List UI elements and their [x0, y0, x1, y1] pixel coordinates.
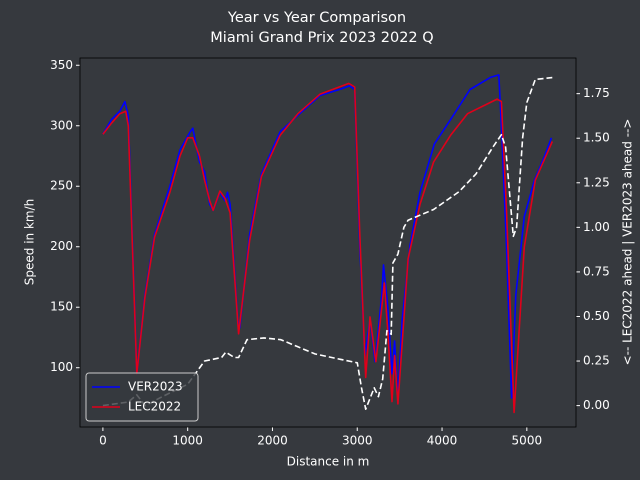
x-tick-label: 5000 — [512, 434, 543, 448]
y-tick-label: 150 — [50, 300, 73, 314]
x-tick-label: 4000 — [427, 434, 458, 448]
legend: VER2023 LEC2022 — [85, 372, 199, 422]
chart-title: Year vs Year Comparison — [227, 10, 406, 26]
y2-tick-label: 0.00 — [583, 398, 610, 412]
speed-line — [102, 74, 553, 399]
y-tick-label: 200 — [50, 239, 73, 253]
x-tick-label: 1000 — [172, 434, 203, 448]
y-axis-label: Speed in km/h — [23, 199, 37, 285]
legend-label: VER2023 — [128, 380, 183, 394]
y-tick-label: 350 — [50, 58, 73, 72]
legend-label: LEC2022 — [128, 400, 181, 414]
y2-axis-label: <-- LEC2022 ahead | VER2023 ahead --> — [621, 119, 635, 366]
y-tick-label: 300 — [50, 118, 73, 132]
x-tick-label: 0 — [99, 434, 107, 448]
y-tick-label: 250 — [50, 179, 73, 193]
chart-subtitle: Miami Grand Prix 2023 2022 Q — [210, 30, 433, 46]
x-tick-label: 2000 — [257, 434, 288, 448]
legend-box — [85, 372, 199, 422]
y2-tick-label: 1.50 — [583, 131, 610, 145]
y2-tick-label: 0.50 — [583, 309, 610, 323]
y-tick-label: 100 — [50, 360, 73, 374]
x-tick-label: 3000 — [342, 434, 373, 448]
y2-tick-label: 1.25 — [583, 175, 610, 189]
y2-tick-label: 0.25 — [583, 354, 610, 368]
y2-tick-label: 1.00 — [583, 220, 610, 234]
plot-frame — [79, 57, 577, 428]
delta-line — [102, 76, 553, 411]
y2-tick-label: 1.75 — [583, 86, 610, 100]
speed-line — [102, 82, 554, 414]
y2-tick-label: 0.75 — [583, 264, 610, 278]
x-axis-label: Distance in m — [287, 455, 370, 469]
